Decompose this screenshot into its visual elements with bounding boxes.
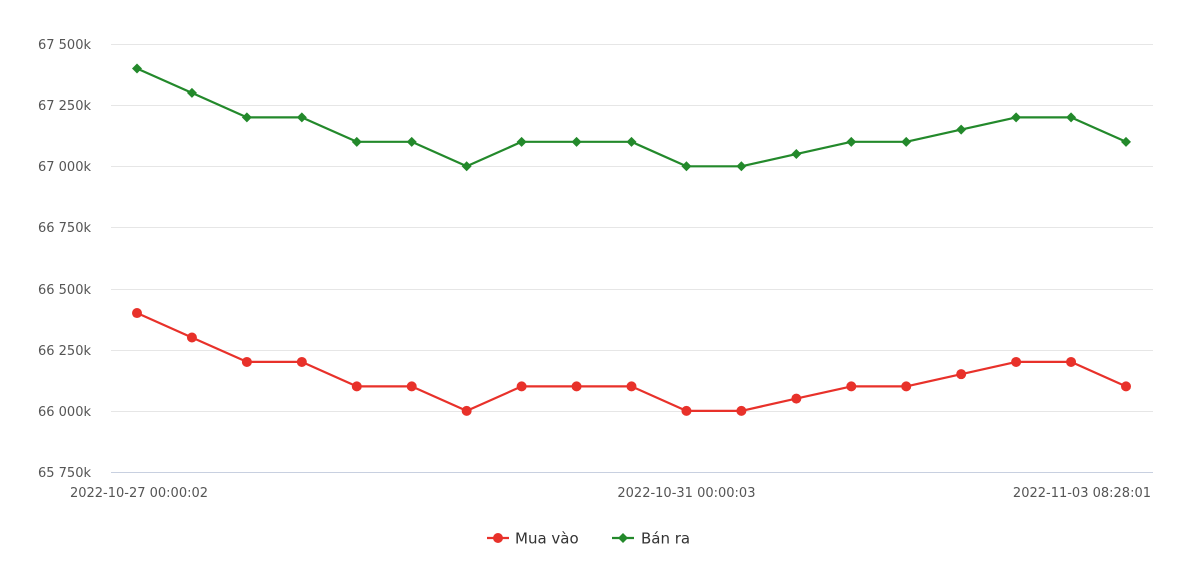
x-tick-label: 2022-11-03 08:28:01 (1013, 486, 1151, 501)
y-tick-label: 66 500k (38, 283, 91, 298)
data-point[interactable] (681, 161, 692, 172)
legend-label: Bán ra (641, 530, 690, 548)
data-point[interactable] (296, 356, 307, 367)
data-point[interactable] (846, 381, 857, 392)
data-point[interactable] (1121, 381, 1131, 392)
data-point[interactable] (406, 381, 417, 392)
data-point[interactable] (791, 393, 802, 404)
data-point[interactable] (516, 381, 527, 392)
legend-label: Mua vào (515, 530, 579, 548)
data-point[interactable] (351, 381, 362, 392)
data-point[interactable] (406, 136, 417, 147)
y-tick-label: 67 500k (38, 38, 91, 53)
data-point[interactable] (736, 405, 747, 416)
data-point[interactable] (132, 308, 142, 319)
data-point[interactable] (571, 381, 582, 392)
series-ban-ra (132, 63, 1131, 172)
y-tick-label: 67 250k (38, 99, 91, 114)
series-line (135, 311, 1128, 412)
data-point[interactable] (1066, 356, 1077, 367)
y-tick-label: 66 250k (38, 344, 91, 359)
legend-marker (493, 533, 503, 543)
data-point[interactable] (1011, 356, 1022, 367)
legend-item-ban-ra[interactable]: Bán ra (612, 530, 690, 548)
data-point[interactable] (1066, 112, 1077, 123)
data-point[interactable] (461, 405, 472, 416)
grid-lines (111, 44, 1153, 473)
y-tick-label: 66 750k (38, 221, 91, 236)
data-point[interactable] (461, 161, 472, 172)
data-point[interactable] (516, 136, 527, 147)
x-tick-label: 2022-10-27 00:00:02 (70, 486, 208, 501)
data-point[interactable] (626, 381, 637, 392)
data-point[interactable] (296, 112, 307, 123)
data-point[interactable] (736, 161, 747, 172)
legend-marker (618, 533, 628, 543)
series-lines (132, 63, 1131, 416)
y-tick-label: 65 750k (38, 466, 91, 481)
data-point[interactable] (241, 356, 252, 367)
data-point[interactable] (791, 149, 802, 160)
x-tick-label: 2022-10-31 00:00:03 (617, 486, 755, 501)
legend[interactable]: Mua vào Bán ra (487, 530, 690, 548)
data-point[interactable] (571, 136, 582, 147)
data-point[interactable] (901, 381, 912, 392)
data-point[interactable] (241, 112, 252, 123)
data-point[interactable] (956, 124, 967, 135)
data-point[interactable] (132, 63, 142, 74)
data-point[interactable] (1121, 136, 1131, 147)
series-mua-vao (132, 308, 1131, 416)
data-point[interactable] (681, 405, 692, 416)
data-point[interactable] (956, 369, 967, 380)
data-point[interactable] (901, 136, 912, 147)
data-point[interactable] (1011, 112, 1022, 123)
data-point[interactable] (351, 136, 362, 147)
series-line (135, 67, 1128, 168)
data-point[interactable] (626, 136, 637, 147)
y-tick-label: 67 000k (38, 160, 91, 175)
y-axis-ticks: 65 750k 66 000k 66 250k 66 500k 66 750k 67 00… (38, 38, 91, 481)
y-tick-label: 66 000k (38, 405, 91, 420)
data-point[interactable] (186, 332, 197, 343)
x-axis-ticks: 2022-10-27 00:00:02 2022-10-31 00:00:03 20… (70, 486, 1151, 501)
data-point[interactable] (186, 87, 197, 98)
legend-item-mua-vao[interactable]: Mua vào (487, 530, 579, 548)
data-point[interactable] (846, 136, 857, 147)
